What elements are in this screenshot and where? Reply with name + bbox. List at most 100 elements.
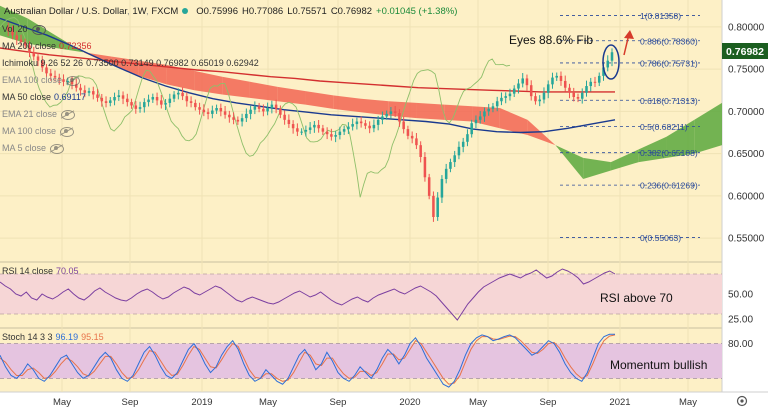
candle-up (555, 75, 558, 78)
candle-up (542, 92, 546, 100)
candle-down (134, 105, 138, 109)
market-status-dot (182, 8, 189, 14)
candle-down (274, 104, 278, 109)
candle-up (466, 134, 469, 142)
main-pane[interactable] (0, 0, 722, 262)
candle-up (338, 131, 342, 136)
fib-level-label: 0.5(0.68211) (640, 122, 688, 132)
candle-up (444, 168, 448, 179)
candle-up (177, 92, 180, 95)
candle-down (419, 145, 422, 157)
candle-down (19, 39, 23, 43)
candle-down (415, 138, 418, 146)
legend-vol-label: Vol (2, 24, 15, 34)
eye-off-icon[interactable] (60, 126, 75, 137)
legend-stoch[interactable]: Stoch 14 3 3 96.19 95.15 (2, 332, 104, 342)
y-tick-label: 0.70000 (728, 107, 765, 118)
candle-down (232, 117, 235, 120)
cloud-bear-segment (388, 101, 417, 119)
legend-ema21[interactable]: EMA 21 close (2, 109, 76, 120)
high-value: H0.77086 (241, 6, 284, 17)
candle-down (529, 85, 533, 97)
eye-off-icon[interactable] (61, 109, 76, 120)
eye-off-icon[interactable] (50, 143, 65, 154)
candle-down (393, 111, 397, 114)
legend-ichimoku-values: 0.73500 0.73149 0.76982 0.65019 0.62942 (86, 58, 259, 68)
candle-down (568, 87, 571, 93)
legend-ema100-label: EMA 100 close (2, 75, 63, 85)
up-arrow-icon (624, 30, 634, 39)
candle-up (253, 106, 257, 110)
eye-off-icon[interactable] (66, 75, 81, 86)
candle-down (423, 157, 427, 178)
candle-up (266, 108, 269, 112)
fib-level-label: 0.236(0.61269) (640, 181, 698, 191)
legend-ma200-value: 0.72356 (59, 41, 92, 51)
candle-up (580, 92, 584, 99)
legend-ichimoku[interactable]: Ichimoku 9 26 52 26 0.73500 0.73149 0.769… (2, 58, 259, 68)
candle-down (572, 92, 576, 98)
candle-down (563, 80, 567, 88)
candle-down (325, 131, 329, 135)
candle-down (23, 42, 27, 46)
candle-up (270, 104, 274, 108)
candle-up (440, 178, 444, 198)
legend-rsi[interactable]: RSI 14 close 70.05 (2, 266, 79, 276)
candle-up (483, 111, 486, 117)
cloud-bear-segment (222, 76, 250, 98)
candle-down (559, 75, 563, 81)
candle-down (40, 60, 44, 68)
legend-rsi-label: RSI 14 close (2, 266, 54, 276)
candle-down (287, 119, 291, 125)
candle-up (308, 127, 312, 130)
candle-up (449, 162, 452, 169)
open-value: O0.75996 (196, 6, 238, 17)
candle-up (538, 99, 541, 102)
candle-down (11, 31, 14, 36)
legend-ema21-label: EMA 21 close (2, 109, 58, 119)
legend-ma200-label: MA 200 close (2, 41, 57, 51)
legend-ma100[interactable]: MA 100 close (2, 126, 75, 137)
gear-icon[interactable] (736, 395, 748, 407)
candle-down (126, 98, 129, 103)
candle-down (262, 108, 265, 112)
fib-level-label: 1(0.81358) (640, 11, 681, 21)
candle-up (164, 102, 167, 105)
candle-up (457, 146, 461, 156)
candle-up (508, 93, 512, 97)
candle-down (185, 96, 189, 102)
candle-up (453, 155, 456, 163)
legend-vol[interactable]: Vol 20 (2, 24, 46, 35)
candle-up (495, 101, 499, 107)
cloud-bull-segment (666, 119, 695, 158)
candle-up (461, 141, 465, 147)
cloud-bear-segment (166, 64, 195, 91)
candle-up (597, 75, 601, 83)
x-tick-label: Sep (330, 397, 347, 408)
x-tick-label: May (679, 397, 697, 408)
legend-ma5[interactable]: MA 5 close (2, 143, 65, 154)
candle-down (219, 108, 223, 112)
candle-up (551, 77, 554, 85)
candle-up (602, 67, 605, 76)
candle-down (32, 52, 36, 57)
candle-down (398, 113, 401, 122)
candle-up (143, 102, 146, 108)
legend-ma200[interactable]: MA 200 close 0.72356 (2, 41, 92, 51)
x-tick-label: May (469, 397, 487, 408)
candle-up (589, 81, 593, 87)
candle-down (155, 97, 159, 101)
legend-ema100[interactable]: EMA 100 close (2, 75, 81, 86)
candle-up (376, 119, 380, 125)
candle-down (28, 45, 31, 53)
legend-ma50[interactable]: MA 50 close 0.69117 (2, 92, 86, 102)
highlight-ellipse (602, 44, 620, 80)
candle-up (500, 97, 503, 102)
legend-ichimoku-label: Ichimoku 9 26 52 26 (2, 58, 84, 68)
candle-down (36, 56, 40, 61)
eye-icon[interactable] (31, 24, 46, 35)
candle-down (291, 124, 295, 129)
candle-up (113, 97, 116, 101)
cloud-bear-segment (333, 95, 361, 113)
